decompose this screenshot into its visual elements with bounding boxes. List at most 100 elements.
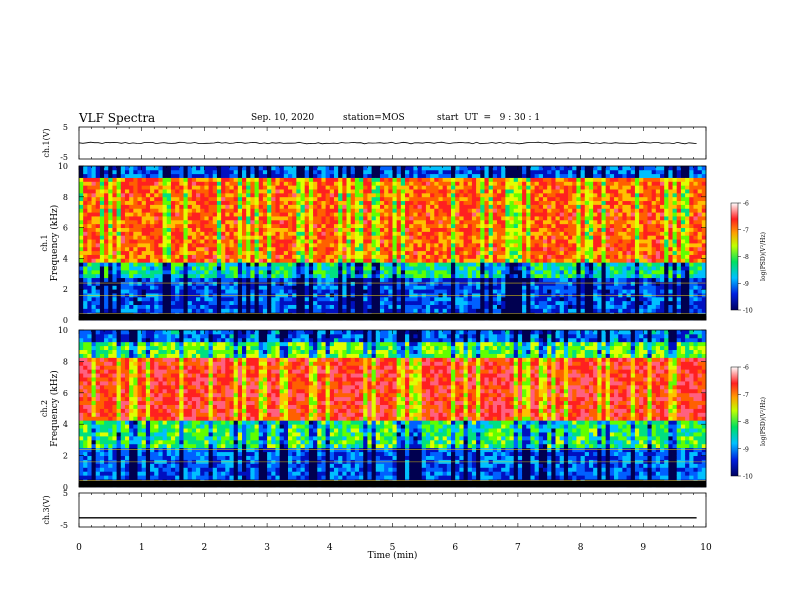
heatmap-cell	[104, 243, 109, 248]
heatmap-cell	[212, 196, 218, 202]
heatmap-cell	[87, 281, 92, 286]
heatmap-cell	[91, 262, 97, 267]
heatmap-cell	[221, 231, 226, 236]
heatmap-cell	[363, 231, 368, 236]
heatmap-cell	[183, 239, 189, 244]
heatmap-cell	[191, 281, 197, 286]
heatmap-cell	[204, 204, 209, 209]
heatmap-cell	[463, 181, 469, 186]
heatmap-cell	[242, 277, 247, 282]
heatmap-cell	[463, 169, 469, 175]
heatmap-cell	[517, 200, 523, 205]
heatmap-cell	[513, 196, 519, 202]
heatmap-cell	[120, 208, 126, 213]
heatmap-cell	[288, 227, 293, 232]
heatmap-cell	[568, 223, 573, 228]
heatmap-cell	[342, 289, 347, 294]
heatmap-cell	[430, 269, 435, 275]
heatmap-cell	[501, 289, 506, 294]
heatmap-cell	[329, 177, 335, 182]
heatmap-cell	[538, 235, 544, 240]
heatmap-cell	[488, 273, 494, 279]
heatmap-cell	[513, 285, 519, 290]
heatmap-cell	[250, 269, 255, 275]
heatmap-cell	[233, 192, 239, 198]
heatmap-cell	[91, 258, 97, 263]
heatmap-cell	[124, 269, 130, 275]
heatmap-cell	[258, 308, 264, 313]
heatmap-cell	[568, 219, 573, 225]
heatmap-cell	[480, 285, 485, 290]
heatmap-cell	[451, 196, 456, 202]
heatmap-cell	[313, 185, 318, 190]
heatmap-cell	[191, 169, 197, 175]
heatmap-cell	[246, 185, 251, 190]
heatmap-cell	[446, 227, 452, 232]
heatmap-cell	[371, 177, 377, 182]
heatmap-cell	[279, 204, 285, 209]
heatmap-cell	[363, 177, 368, 182]
heatmap-cell	[580, 200, 586, 205]
heatmap-cell	[254, 223, 260, 228]
heatmap-cell	[237, 227, 243, 232]
heatmap-cell	[221, 262, 226, 267]
heatmap-cell	[183, 285, 189, 290]
heatmap-cell	[196, 289, 201, 294]
heatmap-cell	[509, 281, 515, 286]
heatmap-cell	[124, 204, 130, 209]
heatmap-cell	[551, 192, 556, 198]
heatmap-cell	[476, 192, 481, 198]
heatmap-cell	[141, 258, 147, 263]
heatmap-cell	[425, 227, 431, 232]
heatmap-cell	[455, 246, 460, 252]
heatmap-cell	[104, 239, 109, 244]
heatmap-cell	[417, 273, 423, 279]
heatmap-cell	[145, 200, 151, 205]
heatmap-cell	[262, 254, 268, 259]
heatmap-cell	[551, 289, 556, 294]
heatmap-cell	[354, 231, 360, 236]
heatmap-cell	[279, 250, 285, 255]
heatmap-cell	[371, 289, 377, 294]
heatmap-cell	[108, 181, 113, 186]
heatmap-cell	[321, 181, 327, 186]
heatmap-cell	[442, 192, 448, 198]
heatmap-cell	[568, 243, 573, 248]
heatmap-cell	[425, 192, 431, 198]
heatmap-cell	[166, 273, 172, 279]
heatmap-cell	[375, 200, 381, 205]
heatmap-cell	[162, 273, 168, 279]
heatmap-cell	[212, 189, 218, 194]
heatmap-cell	[120, 173, 126, 178]
heatmap-cell	[179, 296, 184, 302]
heatmap-cell	[212, 250, 218, 255]
heatmap-cell	[333, 200, 339, 205]
heatmap-cell	[563, 289, 569, 294]
heatmap-cell	[505, 200, 510, 205]
heatmap-cell	[246, 166, 251, 171]
heatmap-cell	[580, 266, 586, 271]
heatmap-cell	[200, 246, 205, 252]
heatmap-cell	[354, 166, 360, 171]
heatmap-cell	[438, 173, 444, 178]
heatmap-cell	[350, 204, 356, 209]
heatmap-cell	[145, 208, 151, 213]
heatmap-cell	[300, 250, 306, 255]
heatmap-cell	[83, 258, 88, 263]
heatmap-cell	[275, 169, 281, 175]
heatmap-cell	[208, 185, 214, 190]
heatmap-cell	[104, 227, 109, 232]
heatmap-cell	[371, 246, 377, 252]
heatmap-cell	[346, 181, 352, 186]
heatmap-cell	[145, 273, 151, 279]
heatmap-cell	[359, 169, 364, 175]
heatmap-cell	[538, 208, 544, 213]
heatmap-cell	[446, 196, 452, 202]
heatmap-cell	[359, 227, 364, 232]
heatmap-cell	[484, 185, 490, 190]
heatmap-cell	[555, 192, 561, 198]
heatmap-cell	[534, 254, 540, 259]
heatmap-cell	[250, 216, 255, 221]
heatmap-cell	[329, 277, 335, 282]
heatmap-cell	[254, 246, 260, 252]
